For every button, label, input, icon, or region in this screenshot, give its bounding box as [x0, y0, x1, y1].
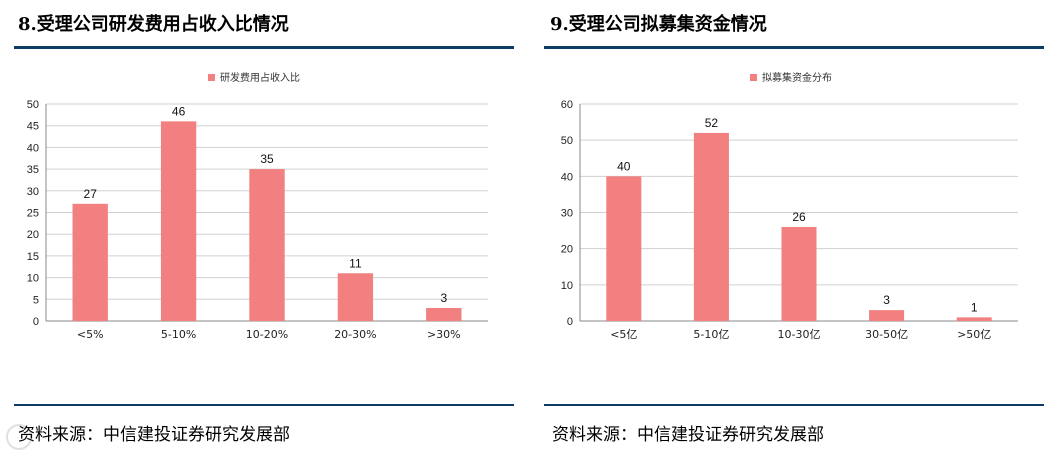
bar: [249, 169, 285, 321]
x-tick-label: >30%: [427, 328, 461, 341]
y-tick-label: 40: [27, 142, 39, 154]
x-tick-label: 10-30亿: [778, 328, 821, 341]
bar: [781, 226, 817, 321]
y-tick-label: 25: [27, 208, 39, 220]
source-rule: [544, 404, 1044, 406]
x-tick-label: 30-50亿: [865, 328, 908, 341]
watermark-logo: [6, 424, 32, 450]
y-tick-label: 0: [567, 316, 573, 328]
bar: [337, 273, 374, 321]
bar: [693, 132, 729, 321]
x-tick-label: 10-20%: [246, 328, 288, 341]
y-tick-label: 20: [27, 229, 39, 241]
y-tick-label: 35: [27, 164, 39, 176]
y-tick-label: 45: [27, 121, 39, 133]
rd-ratio-bar-chart: 研发费用占收入比 0 5 10 15 20 25 30 35 40 45 50 27 <5% 46 5-10%…: [27, 71, 488, 341]
y-tick-label: 40: [561, 171, 573, 183]
x-tick-label: 5-10%: [161, 328, 196, 341]
legend-swatch: [750, 74, 757, 81]
data-label: 1: [971, 300, 978, 314]
fundraising-bar-chart: 拟募集资金分布 0 10 20 30 40 50 60 40 <5亿 52 5-10亿 26 10-30亿…: [561, 71, 1018, 341]
figure-title: 9.受理公司拟募集资金情况: [550, 14, 767, 35]
x-tick-label: <5%: [77, 328, 104, 341]
y-tick-label: 5: [33, 294, 39, 306]
data-label: 40: [617, 159, 631, 173]
y-tick-label: 10: [561, 280, 573, 292]
x-tick-label: 20-30%: [334, 328, 376, 341]
source-note: 资料来源：中信建投证券研究发展部: [18, 425, 290, 445]
y-tick-label: 15: [27, 251, 39, 263]
y-tick-label: 10: [27, 273, 39, 285]
y-tick-label: 30: [561, 208, 573, 220]
data-label: 3: [440, 291, 447, 305]
bar: [426, 307, 462, 321]
data-label: 3: [883, 293, 890, 307]
legend-swatch: [208, 74, 215, 81]
y-tick-label: 0: [33, 316, 39, 328]
left-figure-panel: 8.受理公司研发费用占收入比情况 研发费用占收入比 0 5 10 15 20 25 30 35 4…: [0, 0, 528, 458]
bar: [160, 121, 197, 321]
data-label: 52: [705, 116, 719, 130]
data-label: 26: [792, 210, 806, 224]
data-label: 27: [84, 187, 98, 201]
bar: [869, 310, 905, 321]
figure-title: 8.受理公司研发费用占收入比情况: [18, 14, 289, 35]
data-label: 11: [349, 256, 362, 270]
source-rule: [14, 404, 514, 406]
y-tick-label: 60: [561, 99, 573, 111]
legend-label: 拟募集资金分布: [762, 71, 832, 84]
y-tick-label: 50: [561, 135, 573, 147]
title-rule: [14, 46, 514, 49]
data-label: 35: [260, 152, 274, 166]
source-note: 资料来源：中信建投证券研究发展部: [552, 425, 824, 445]
bar: [72, 203, 108, 321]
title-rule: [544, 46, 1044, 49]
bar: [606, 176, 642, 321]
y-tick-label: 30: [27, 186, 39, 198]
x-tick-label: >50亿: [957, 328, 991, 341]
x-tick-label: <5亿: [610, 328, 637, 341]
data-label: 46: [172, 104, 186, 118]
legend-label: 研发费用占收入比: [220, 71, 300, 84]
x-tick-label: 5-10亿: [693, 328, 729, 341]
right-figure-panel: 9.受理公司拟募集资金情况 拟募集资金分布 0 10 20 30 40 50 60 40 <5亿 5…: [530, 0, 1058, 458]
y-tick-label: 20: [561, 244, 573, 256]
bar: [956, 317, 992, 321]
y-tick-label: 50: [27, 99, 39, 111]
